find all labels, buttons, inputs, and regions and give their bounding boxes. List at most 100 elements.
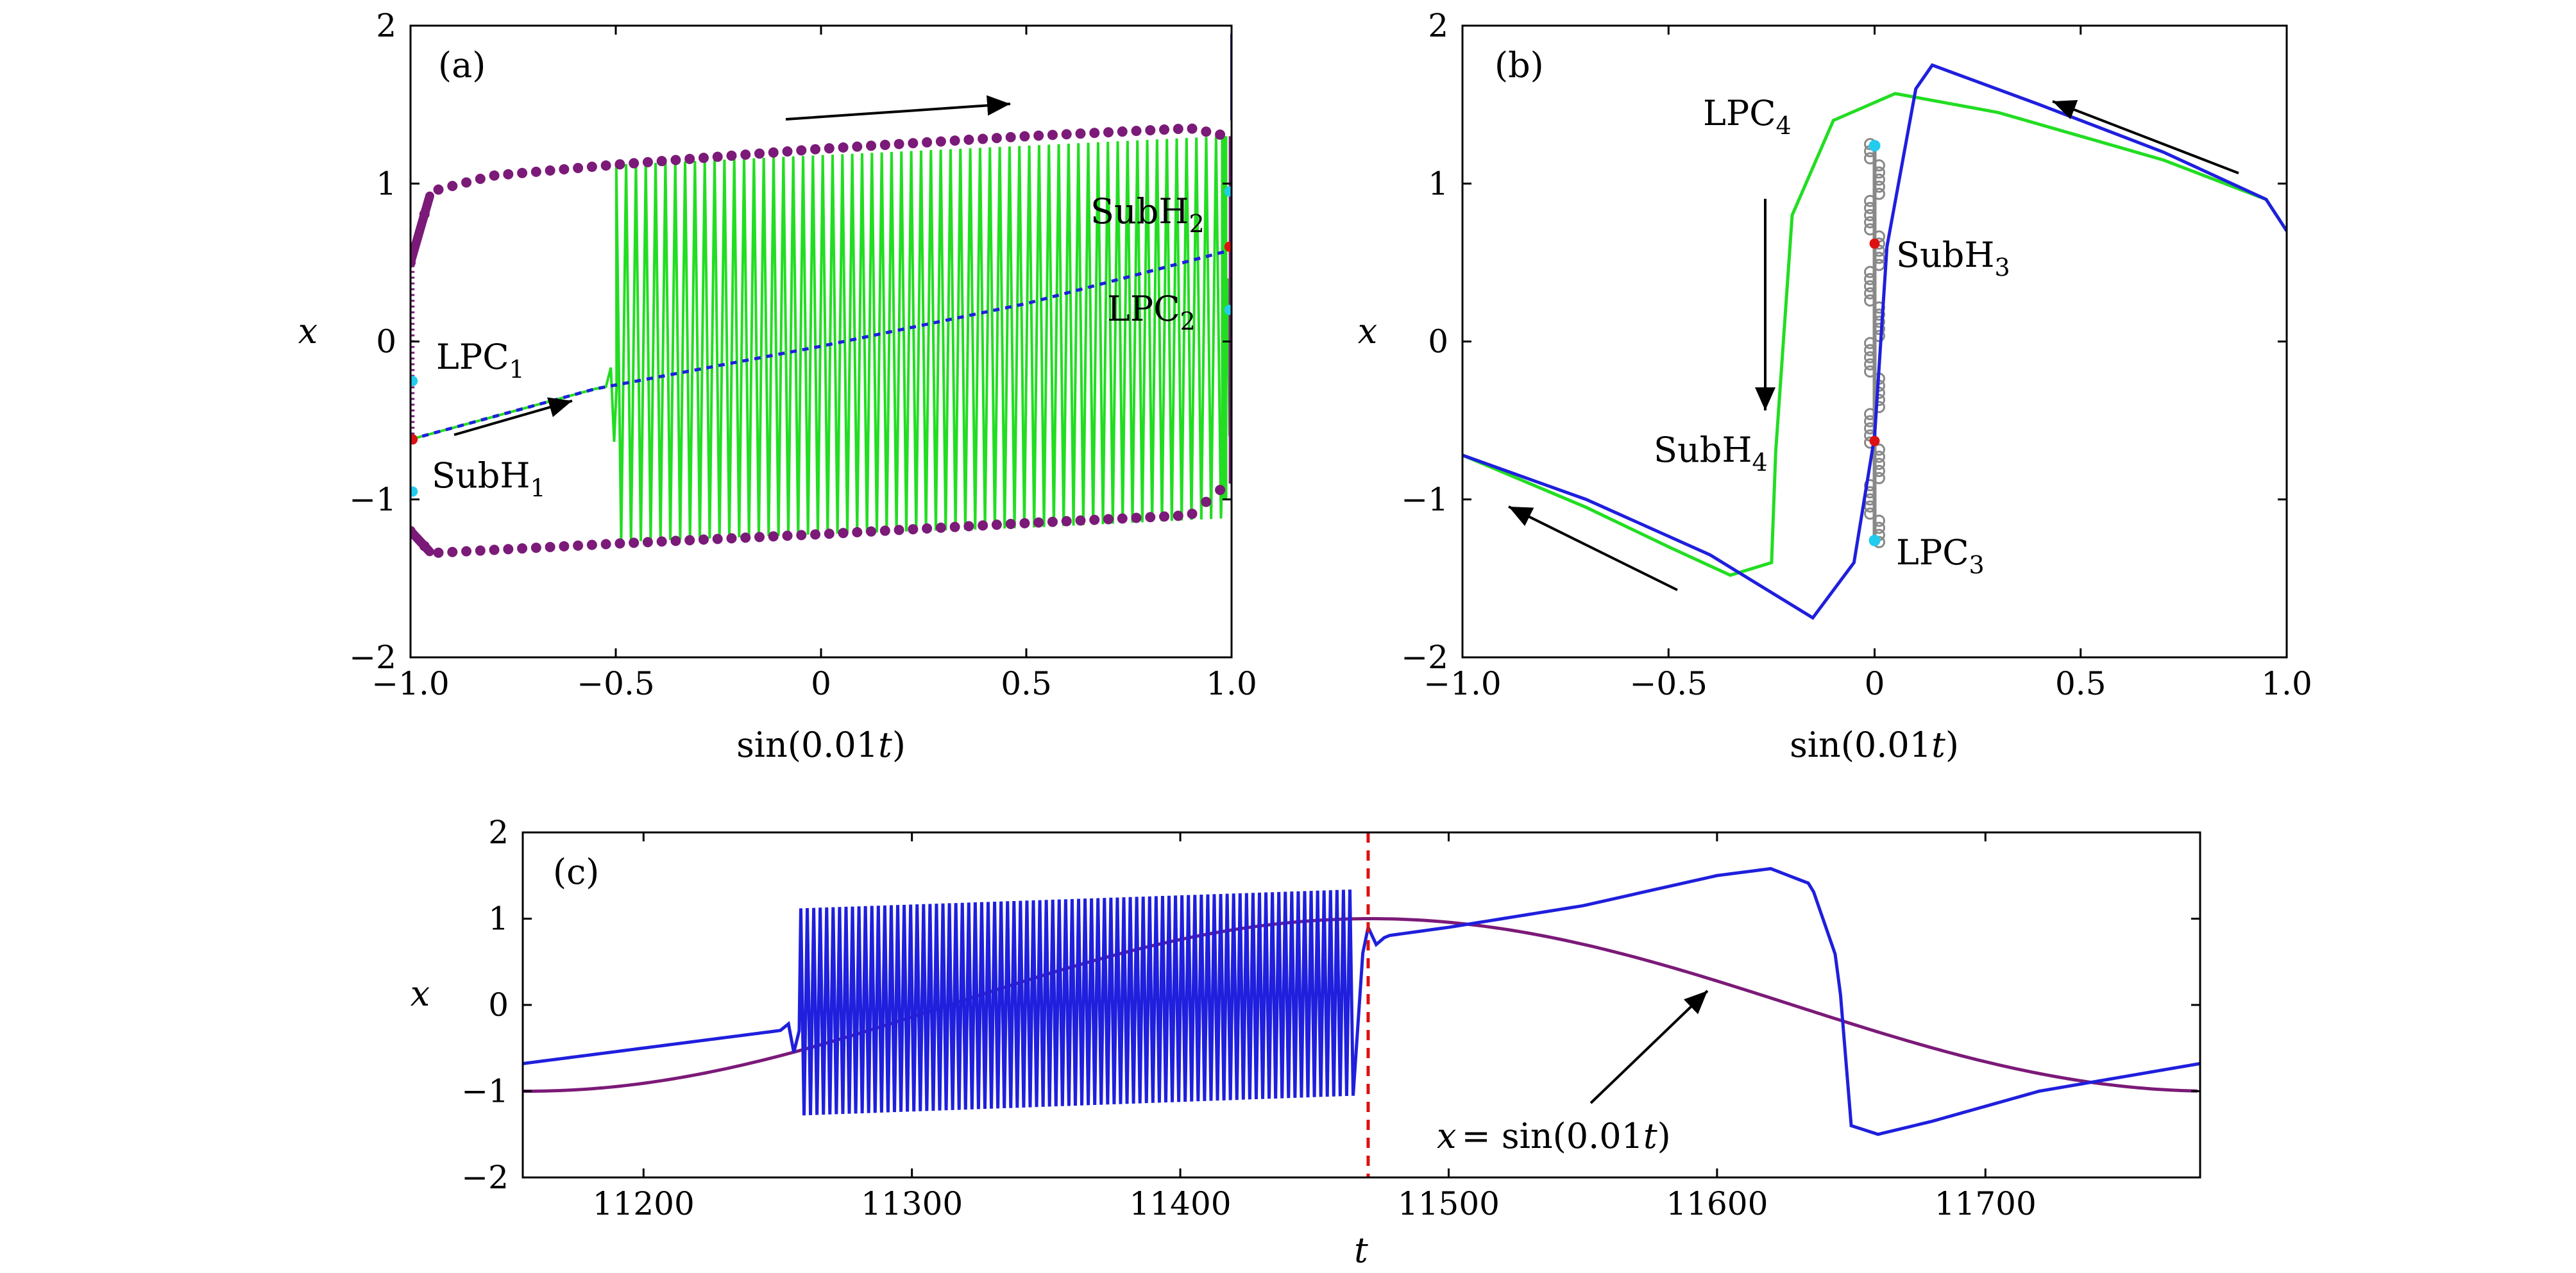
panel-a-limit-cycle-dot-min: [629, 537, 640, 548]
panel-a-bifurcation-points: [411, 186, 1232, 497]
panel-a-limit-cycle-dot-max: [991, 133, 1002, 144]
panel-a-limit-cycle-series: [411, 33, 1232, 558]
panel-a-lpc2-label: LPC2: [1107, 289, 1196, 335]
panel-b-plot: [1462, 63, 2287, 620]
panel-a-limit-cycle-dot-max: [810, 144, 821, 155]
panel-a-arrow-top: [785, 95, 1011, 121]
panel-b-bifurcation-points: [1868, 140, 1881, 546]
panel-a-subh2-point: [1224, 241, 1232, 252]
panel-b-tag: (b): [1495, 45, 1544, 85]
panel-a-limit-cycle-dot-min: [614, 538, 625, 549]
panel-a-limit-cycle-dot-max: [545, 165, 555, 176]
panel-b-lpc4-label: LPC4: [1703, 93, 1792, 140]
panel-a-xtick-label: 0.5: [1001, 665, 1052, 702]
panel-a-limit-cycle-dot-max: [796, 145, 807, 156]
panel-a-arrow-bottom: [453, 397, 573, 436]
panel-a-limit-cycle-dot-min: [559, 541, 570, 552]
panel-c: 11200 11300 11400 11500 11600 11700 2 1 0 −1 −2 (c…: [411, 814, 2201, 1270]
panel-c-plot: [523, 832, 2200, 1177]
panel-a-limit-cycle-dot-min: [712, 534, 723, 544]
panel-a-limit-cycle-dot-max: [1131, 126, 1142, 137]
panel-a-limit-cycle-dot-max: [963, 134, 974, 145]
panel-a-limit-cycle-dot-max: [852, 141, 863, 152]
panel-a-limit-cycle-dot-min: [489, 544, 500, 555]
panel-b-xtick-label: 1.0: [2261, 665, 2312, 702]
panel-a-limit-cycle-dot-max: [824, 143, 835, 154]
panel-a-limit-cycle-dot-max: [1103, 127, 1114, 138]
panel-c-xtick-label: 11300: [861, 1185, 963, 1222]
panel-a-limit-cycle-dot-max: [838, 142, 849, 153]
panel-a-axes: −1.0 −0.5 0 0.5 1.0 2 1 0 −1 −2: [349, 7, 1257, 702]
panel-c-ylabel: x: [411, 974, 430, 1014]
panel-b-green-branch: [1462, 92, 2287, 577]
panel-a-limit-cycle-dot-max: [447, 181, 458, 192]
panel-a-limit-cycle-dot-min: [726, 533, 737, 544]
panel-a-limit-cycle-dot-max: [1215, 129, 1226, 140]
panel-b-lpc4-point: [1868, 140, 1881, 152]
panel-b-arrow-bottom: [1508, 505, 1678, 591]
panel-b-arrow-top: [2052, 100, 2239, 174]
panel-a-limit-cycle-dot-max: [1019, 131, 1030, 142]
panel-a-limit-cycle-dot-min: [475, 545, 486, 556]
panel-a-limit-cycle-dot-min: [824, 528, 835, 539]
panel-a-limit-cycle-dot-min: [810, 529, 821, 540]
panel-a-limit-cycle-dot-max: [1033, 130, 1044, 141]
panel-a-limit-cycle-dot-min: [1019, 518, 1030, 528]
panel-b-ytick-label: −1: [1401, 481, 1448, 518]
panel-a-subh1-label: SubH1: [432, 455, 546, 502]
panel-a-limit-cycle-dot-max: [712, 151, 723, 162]
panel-a-limit-cycle-dot-min: [433, 547, 444, 558]
panel-a-limit-cycle-dot-max: [1075, 128, 1086, 139]
panel-a-limit-cycle-dot-min: [1187, 509, 1198, 519]
panel-a-limit-cycle-dot-min: [796, 530, 807, 541]
panel-a-limit-cycle-dot-min: [1201, 496, 1212, 507]
panel-b-xtick-label: −0.5: [1630, 665, 1707, 702]
panel-a-limit-cycle-dot-max: [879, 139, 890, 150]
panel-a-xtick-label: −0.5: [577, 665, 654, 702]
panel-a-limit-cycle-dot-max: [754, 148, 765, 159]
panel-b-subh3-label: SubH3: [1896, 235, 2010, 282]
panel-a-limit-cycle-dot-max: [1047, 130, 1058, 140]
panel-a-xlabel: sin(0.01t): [736, 725, 906, 765]
panel-a-limit-cycle-dot-min: [670, 535, 681, 546]
panel-a-lpc2b-point: [1224, 186, 1232, 197]
panel-b-subh3-point: [1869, 238, 1880, 249]
panel-c-axes: 11200 11300 11400 11500 11600 11700 2 1 0 −1 −2: [461, 814, 2200, 1222]
panel-a-limit-cycle-dot-min: [503, 544, 514, 555]
panel-a-limit-cycle-dot-min: [1089, 514, 1100, 525]
panel-a-limit-cycle-dot-max: [740, 149, 751, 160]
panel-a-limit-cycle-dot-max: [782, 146, 793, 157]
panel-a-limit-cycle-dot-max: [425, 191, 434, 201]
panel-b-ylabel: x: [1358, 311, 1377, 351]
panel-c-ytick-label: −1: [461, 1073, 509, 1110]
panel-a-limit-cycle-dot-max: [978, 133, 988, 144]
panel-a-equilibrium-line: [411, 248, 1232, 441]
panel-b-subh4-label: SubH4: [1654, 430, 1768, 476]
panel-a-limit-cycle-dot-min: [1145, 512, 1156, 523]
panel-a-limit-cycle-dot-max: [1201, 126, 1212, 137]
panel-c-xtick-label: 11600: [1666, 1185, 1768, 1222]
panel-a-limit-cycle-dot-max: [1005, 131, 1016, 142]
panel-a-limit-cycle-dot-min: [461, 546, 472, 557]
panel-a-limit-cycle-dot-min: [866, 526, 877, 537]
panel-a-limit-cycle-dot-max: [1173, 123, 1183, 134]
panel-c-frame: [521, 831, 2201, 1179]
panel-a-xtick-label: 1.0: [1206, 665, 1257, 702]
panel-a-limit-cycle-dot-min: [1159, 511, 1170, 522]
panel-a-limit-cycle-dot-max: [586, 162, 597, 173]
panel-c-ytick-label: −2: [461, 1159, 509, 1196]
panel-c-ytick-label: 0: [488, 986, 509, 1024]
panel-a-limit-cycle-dot-min: [1061, 516, 1072, 527]
panel-a-limit-cycle-dot-min: [852, 527, 863, 537]
panel-a-subh2-label: SubH2: [1090, 191, 1205, 238]
panel-a-limit-cycle-dot-max: [922, 137, 933, 148]
panel-a-limit-cycle-dot-max: [768, 147, 779, 158]
panel-b-ytick-label: 0: [1428, 323, 1448, 360]
panel-a-xtick-label: 0: [811, 665, 831, 702]
panel-b-xtick-label: 0: [1865, 665, 1885, 702]
panel-a-limit-cycle-dot-max: [642, 156, 653, 167]
panel-a-limit-cycle-dot-min: [1033, 517, 1044, 528]
panel-b-lpc3-point: [1868, 534, 1881, 546]
